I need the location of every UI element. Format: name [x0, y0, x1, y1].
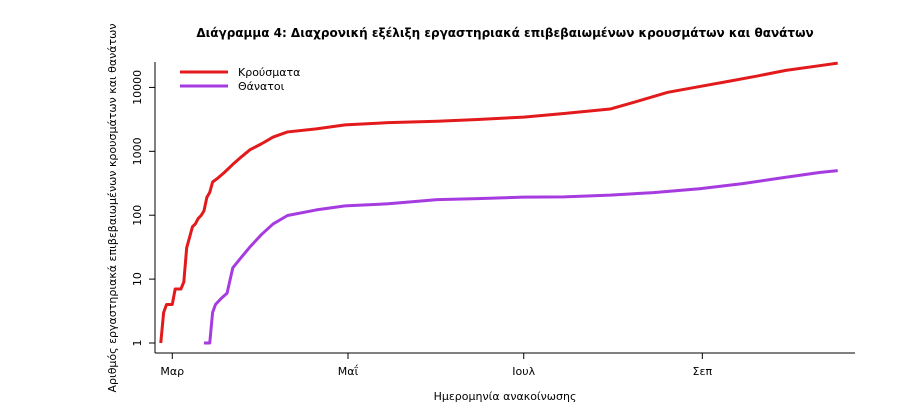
chart-title: Διάγραμμα 4: Διαχρονική εξέλιξη εργαστηρ… — [196, 26, 813, 40]
x-tick-label: Μαΐ — [338, 364, 359, 378]
series-line-deaths — [203, 169, 838, 345]
x-axis-title: Ημερομηνία ανακοίνωσης — [434, 390, 577, 403]
y-tick-label: 100 — [131, 205, 144, 226]
y-tick-label: 10000 — [131, 70, 144, 105]
legend: Κρούσματα Θάνατοι — [180, 66, 300, 93]
y-axis-title: Αριθμός εργαστηριακά επιβεβαιωμένων κρου… — [106, 23, 119, 392]
x-tick-label: Σεπ — [693, 365, 713, 378]
series-line-cases — [159, 61, 838, 344]
series-group — [159, 61, 838, 345]
x-tick-label: Μαρ — [160, 365, 184, 378]
y-tick-label: 1000 — [131, 137, 144, 165]
y-tick-label: 1 — [131, 340, 144, 347]
legend-label-cases: Κρούσματα — [238, 66, 300, 79]
y-tick-label: 10 — [131, 272, 144, 286]
y-axis-ticks: 1 10 100 1000 10000 — [131, 70, 155, 347]
x-tick-label: Ιουλ — [512, 365, 535, 378]
legend-label-deaths: Θάνατοι — [238, 80, 285, 93]
x-axis-ticks: Μαρ Μαΐ Ιουλ Σεπ — [160, 353, 712, 378]
